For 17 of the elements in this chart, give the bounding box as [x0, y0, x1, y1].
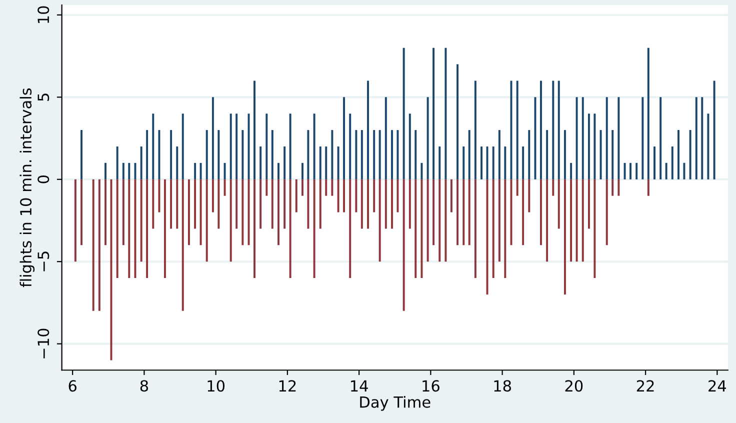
x-tick-label: 22: [636, 380, 654, 392]
x-tick-label: 24: [708, 380, 726, 392]
x-tick-label: 12: [279, 380, 296, 392]
y-tick-label: −5: [38, 252, 50, 272]
x-tick-label: 18: [494, 380, 511, 392]
x-axis-title: Day Time: [360, 396, 430, 411]
x-tick-label: 14: [351, 380, 368, 392]
y-tick-label: 5: [38, 94, 50, 101]
x-tick-label: 6: [68, 380, 76, 392]
x-tick-label: 20: [565, 380, 583, 392]
x-tick-label: 16: [422, 380, 440, 392]
y-tick-label: 0: [38, 176, 50, 184]
y-tick-label: 10: [38, 6, 50, 23]
y-axis-title: flights in 10 min. intervals: [20, 88, 35, 288]
y-tick-label: −10: [38, 328, 50, 358]
x-tick-label: 10: [208, 380, 225, 392]
x-tick-label: 8: [140, 380, 148, 392]
